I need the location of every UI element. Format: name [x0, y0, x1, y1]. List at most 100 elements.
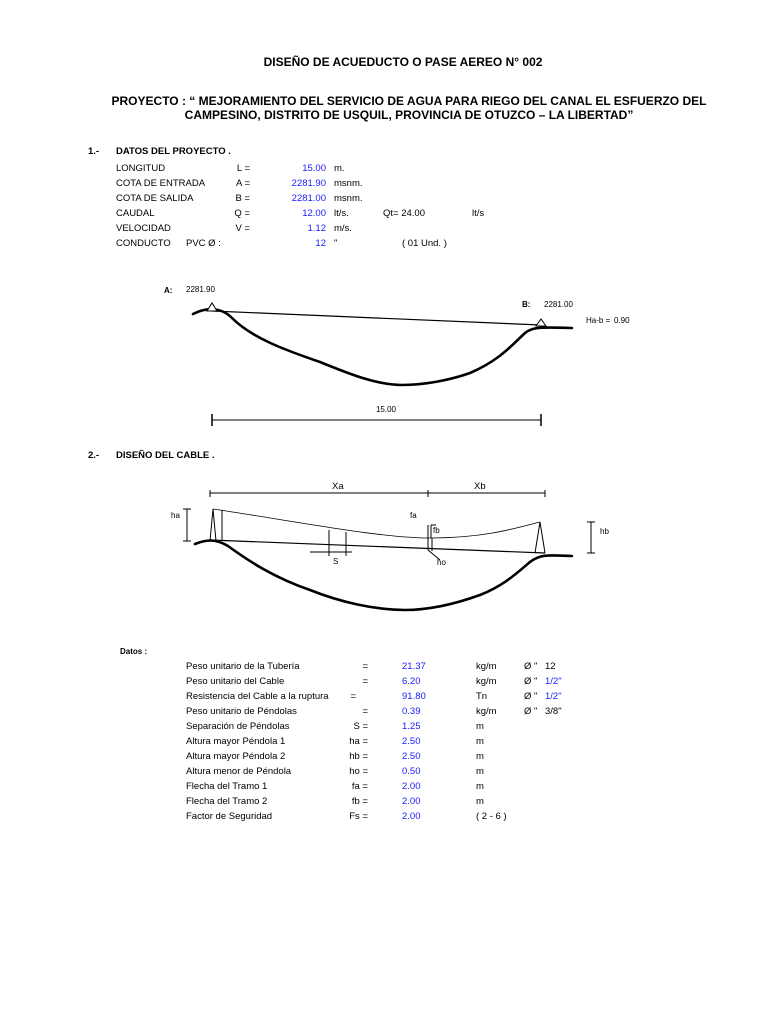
- datos-symbol: =: [362, 676, 368, 687]
- project-data-value: 15.00: [302, 163, 326, 174]
- datos-value: 2.50: [402, 736, 421, 747]
- project-data-symbol: L =: [236, 163, 250, 174]
- project-data-value: 12.00: [302, 208, 326, 219]
- tower-a-icon: [209, 508, 223, 542]
- project-data-value: 1.12: [307, 223, 327, 234]
- pipe-line-1: [211, 310, 542, 326]
- ha-dimension: [183, 508, 191, 542]
- datos-label: Altura menor de Péndola: [186, 766, 292, 777]
- datos-heading: Datos :: [120, 647, 148, 656]
- length-label: 15.00: [375, 405, 397, 414]
- datos-diameter-symbol: Ø ": [524, 706, 538, 717]
- datos-diameter-symbol: Ø ": [524, 691, 538, 702]
- project-data-extra: Qt= 24.00: [383, 208, 425, 219]
- datos-diameter-size: 1/2": [545, 676, 562, 687]
- project-data-label: VELOCIDAD: [116, 223, 171, 234]
- project-data-symbol: V =: [235, 223, 250, 234]
- datos-unit: m: [476, 721, 484, 732]
- datos-value: 6.20: [402, 676, 421, 687]
- point-a-elevation: 2281.90: [186, 285, 215, 294]
- cable-line: [212, 508, 541, 539]
- project-data-unit: m.: [334, 163, 345, 174]
- hab-value: 0.90: [614, 316, 630, 325]
- ha-label: ha: [171, 511, 180, 520]
- datos-unit: ( 2 - 6 ): [476, 811, 507, 822]
- datos-diameter-size: 3/8": [545, 706, 562, 717]
- s-label: S: [333, 557, 339, 566]
- point-b-label: B:: [522, 300, 531, 309]
- xb-label: Xb: [474, 481, 486, 492]
- project-line-2: CAMPESINO, DISTRITO DE USQUIL, PROVINCIA…: [184, 108, 634, 122]
- conducto-extra: ( 01 Und. ): [402, 238, 447, 249]
- project-data-symbol: A =: [236, 178, 250, 189]
- datos-label: Resistencia del Cable a la ruptura: [186, 691, 329, 702]
- datos-label: Flecha del Tramo 1: [186, 781, 268, 792]
- project-data-extra-unit: lt/s: [472, 208, 485, 219]
- datos-value: 2.00: [402, 796, 421, 807]
- support-a-icon: [206, 302, 218, 312]
- project-data-symbol: B =: [235, 193, 250, 204]
- datos-value: 1.25: [402, 721, 421, 732]
- datos-unit: Tn: [476, 691, 488, 702]
- datos-symbol: Fs =: [349, 811, 368, 822]
- fa-label: fa: [410, 511, 417, 520]
- datos-label: Factor de Seguridad: [186, 811, 273, 822]
- datos-value: 91.80: [402, 691, 426, 702]
- support-b-icon: [535, 318, 547, 327]
- s-dimension: [310, 548, 352, 556]
- project-data-symbol: Q =: [234, 208, 250, 219]
- datos-unit: m: [476, 751, 484, 762]
- datos-value: 0.39: [402, 706, 421, 717]
- xa-label: Xa: [332, 481, 344, 492]
- datos-diameter-symbol: Ø ": [524, 661, 538, 672]
- datos-value: 2.50: [402, 751, 421, 762]
- project-data-unit: lt/s.: [334, 208, 349, 219]
- datos-unit: m: [476, 781, 484, 792]
- tower-b-icon: [534, 521, 546, 554]
- conducto-pvc: PVC Ø :: [186, 238, 221, 249]
- datos-diameter-size: 1/2": [545, 691, 562, 702]
- datos-label: Peso unitario de la Tubería: [186, 661, 300, 672]
- datos-symbol: =: [362, 706, 368, 717]
- hb-dimension: [587, 521, 595, 554]
- hanger-lines: [328, 525, 433, 551]
- section-1-number: 1.-: [88, 146, 100, 157]
- pipe-line-2: [209, 539, 546, 554]
- datos-label: Peso unitario de Péndolas: [186, 706, 297, 717]
- section-2-number: 2.-: [88, 450, 100, 461]
- datos-value: 0.50: [402, 766, 421, 777]
- datos-value: 2.00: [402, 781, 421, 792]
- datos-diameter-symbol: Ø ": [524, 676, 538, 687]
- point-a-label: A:: [164, 286, 173, 295]
- length-dimension-1: [211, 414, 542, 426]
- project-data-label: COTA DE SALIDA: [116, 193, 194, 204]
- terrain-profile-1: [191, 307, 574, 387]
- datos-symbol: ho =: [349, 766, 368, 777]
- page-title: DISEÑO DE ACUEDUCTO O PASE AEREO N° 002: [263, 55, 543, 69]
- datos-symbol: ha =: [349, 736, 368, 747]
- ho-label: ho: [437, 558, 446, 567]
- datos-label: Altura mayor Péndola 1: [186, 736, 286, 747]
- datos-label: Flecha del Tramo 2: [186, 796, 268, 807]
- datos-unit: kg/m: [476, 706, 497, 717]
- datos-symbol: fb =: [351, 796, 368, 807]
- project-data-value: 2281.90: [291, 178, 326, 189]
- datos-unit: m: [476, 796, 484, 807]
- section-1-heading: DATOS DEL PROYECTO .: [116, 146, 231, 157]
- datos-label: Altura mayor Péndola 2: [186, 751, 286, 762]
- conducto-unit: ": [334, 238, 338, 249]
- datos-label: Peso unitario del Cable: [186, 676, 285, 687]
- conducto-value: 12: [315, 238, 326, 249]
- hab-label: Ha-b =: [586, 316, 611, 325]
- point-b-elevation: 2281.00: [544, 300, 573, 309]
- project-data-unit: msnm.: [334, 193, 363, 204]
- datos-unit: kg/m: [476, 661, 497, 672]
- datos-symbol: =: [350, 691, 356, 702]
- datos-symbol: fa =: [351, 781, 368, 792]
- terrain-profile-2: [193, 539, 574, 612]
- project-line-1: PROYECTO : “ MEJORAMIENTO DEL SERVICIO D…: [111, 94, 707, 108]
- datos-unit: kg/m: [476, 676, 497, 687]
- project-data-unit: m/s.: [334, 223, 352, 234]
- datos-value: 21.37: [402, 661, 426, 672]
- datos-symbol: =: [362, 661, 368, 672]
